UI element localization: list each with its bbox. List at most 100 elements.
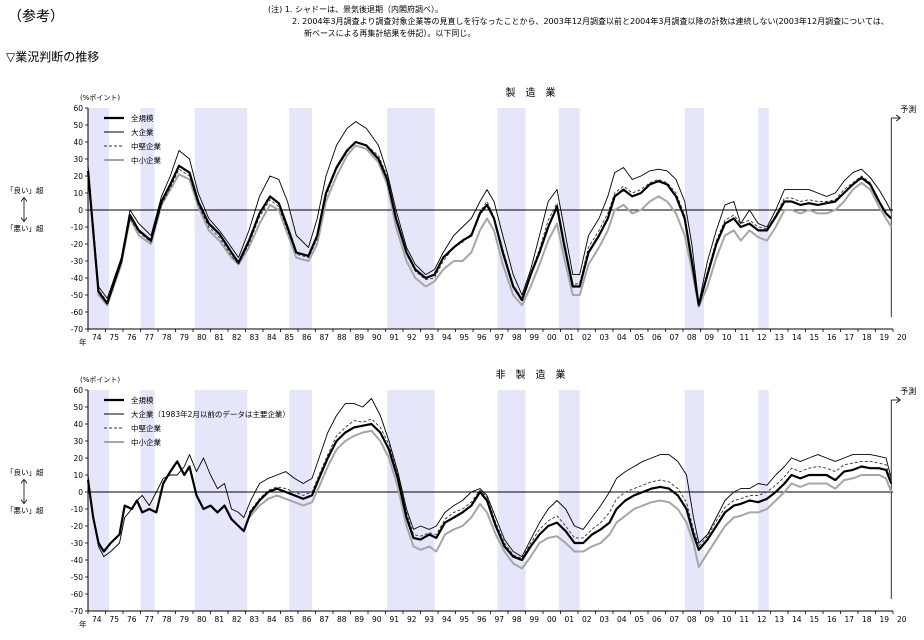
x-tick-label: 77: [144, 333, 154, 342]
x-tick-label: 10: [722, 615, 732, 624]
x-tick-label: 97: [494, 615, 504, 624]
x-tick-label: 80: [197, 333, 207, 342]
x-tick-label: 02: [582, 333, 592, 342]
good-label: 「良い」超: [6, 185, 44, 195]
y-tick-label: -40: [71, 274, 83, 283]
y-tick-label: 60: [73, 386, 83, 395]
y-tick-label: -20: [71, 240, 83, 249]
arrow-up-head: [20, 478, 28, 484]
x-tick-label: 04: [617, 615, 627, 624]
x-tick-label: 76: [127, 333, 137, 342]
recession-shade: [558, 108, 580, 329]
x-tick-label: 78: [162, 615, 172, 624]
legend-label: 中小企業: [131, 437, 161, 447]
x-tick-label: 95: [459, 615, 469, 624]
x-tick-label: 08: [687, 615, 697, 624]
good-label: 「良い」超: [6, 467, 44, 477]
x-tick-label: 14: [792, 333, 802, 342]
legend-label: 中堅企業: [131, 423, 161, 433]
x-tick-label: 00: [547, 615, 557, 624]
x-tick-label: 93: [424, 333, 434, 342]
manufacturing-chart: 製 造 業 (%ポイント) 60 50 40 30 20 10 0 -10 -20 -30 -40 -50…: [6, 86, 916, 347]
y-tick-label: -60: [71, 308, 83, 317]
x-tick-label: 79: [179, 615, 189, 624]
x-tick-label: 11: [739, 333, 749, 342]
year-label: 年: [79, 337, 87, 347]
recession-shade: [289, 390, 312, 611]
x-tick-label: 16: [827, 615, 837, 624]
series-line-small: [87, 144, 893, 308]
y-tick-label: -30: [71, 539, 83, 548]
x-tick-label: 12: [757, 615, 767, 624]
x-tick-label: 20: [897, 333, 907, 342]
x-tick-label: 74: [92, 333, 102, 342]
y-tick-label: 10: [73, 189, 83, 198]
bad-label: 「悪い」超: [6, 506, 44, 515]
x-tick-label: 96: [477, 333, 487, 342]
y-unit-label: (%ポイント): [80, 94, 120, 102]
x-tick-label: 94: [442, 615, 452, 624]
x-tick-label: 17: [844, 615, 854, 624]
x-tick-label: 99: [529, 615, 539, 624]
x-tick-label: 94: [442, 333, 452, 342]
x-tick-label: 04: [617, 333, 627, 342]
y-tick-label: 20: [73, 172, 83, 181]
recession-shade: [497, 108, 526, 329]
x-tick-label: 79: [179, 333, 189, 342]
y-tick-label: -50: [71, 573, 83, 582]
x-tick-label: 98: [512, 333, 522, 342]
y-tick-label: -10: [71, 223, 83, 232]
x-tick-label: 90: [372, 615, 382, 624]
x-tick-label: 06: [652, 615, 662, 624]
y-tick-label: 50: [73, 121, 83, 130]
x-tick-label: 84: [267, 333, 277, 342]
series-line-large: [87, 121, 892, 304]
chart-title: 製 造 業: [506, 86, 556, 99]
forecast-arrow-head: [896, 114, 901, 122]
recession-shade: [140, 108, 155, 329]
series-line-all: [86, 140, 893, 307]
x-tick-label: 03: [599, 615, 609, 624]
legend-label: 全規模: [131, 395, 154, 405]
x-tick-label: 83: [249, 333, 259, 342]
arrow-down-head: [20, 217, 28, 223]
x-tick-label: 13: [774, 615, 784, 624]
x-tick-label: 82: [232, 333, 242, 342]
page-title: （参考）: [8, 9, 64, 25]
x-tick-label: 08: [687, 333, 697, 342]
y-tick-label: 30: [73, 437, 83, 446]
y-tick-label: 40: [73, 420, 83, 429]
x-tick-label: 76: [127, 615, 137, 624]
x-tick-label: 86: [302, 333, 312, 342]
x-tick-label: 75: [109, 333, 119, 342]
y-tick-label: 20: [73, 454, 83, 463]
y-tick-label: -30: [71, 257, 83, 266]
x-tick-label: 96: [477, 615, 487, 624]
x-tick-label: 91: [389, 333, 399, 342]
x-tick-label: 05: [634, 615, 644, 624]
x-tick-label: 90: [372, 333, 382, 342]
x-tick-label: 01: [564, 615, 574, 624]
recession-shade: [289, 108, 312, 329]
x-tick-label: 19: [879, 615, 889, 624]
x-tick-label: 02: [582, 615, 592, 624]
x-tick-label: 18: [862, 615, 872, 624]
legend-label: 中小企業: [131, 155, 161, 165]
recession-shade: [497, 390, 526, 611]
x-tick-label: 12: [757, 333, 767, 342]
y-tick-label: 50: [73, 403, 83, 412]
y-tick-label: 0: [78, 206, 83, 215]
series-line-all: [86, 422, 893, 562]
x-tick-label: 91: [389, 615, 399, 624]
year-label: 年: [79, 619, 87, 629]
forecast-label: 予測: [900, 386, 916, 396]
x-tick-label: 80: [197, 615, 207, 624]
x-tick-label: 07: [669, 333, 679, 342]
y-tick-label: -20: [71, 522, 83, 531]
x-tick-label: 87: [319, 333, 329, 342]
x-tick-label: 86: [302, 615, 312, 624]
recession-shade: [684, 390, 704, 611]
x-tick-label: 85: [284, 333, 294, 342]
x-tick-label: 01: [564, 333, 574, 342]
x-tick-label: 88: [337, 333, 347, 342]
